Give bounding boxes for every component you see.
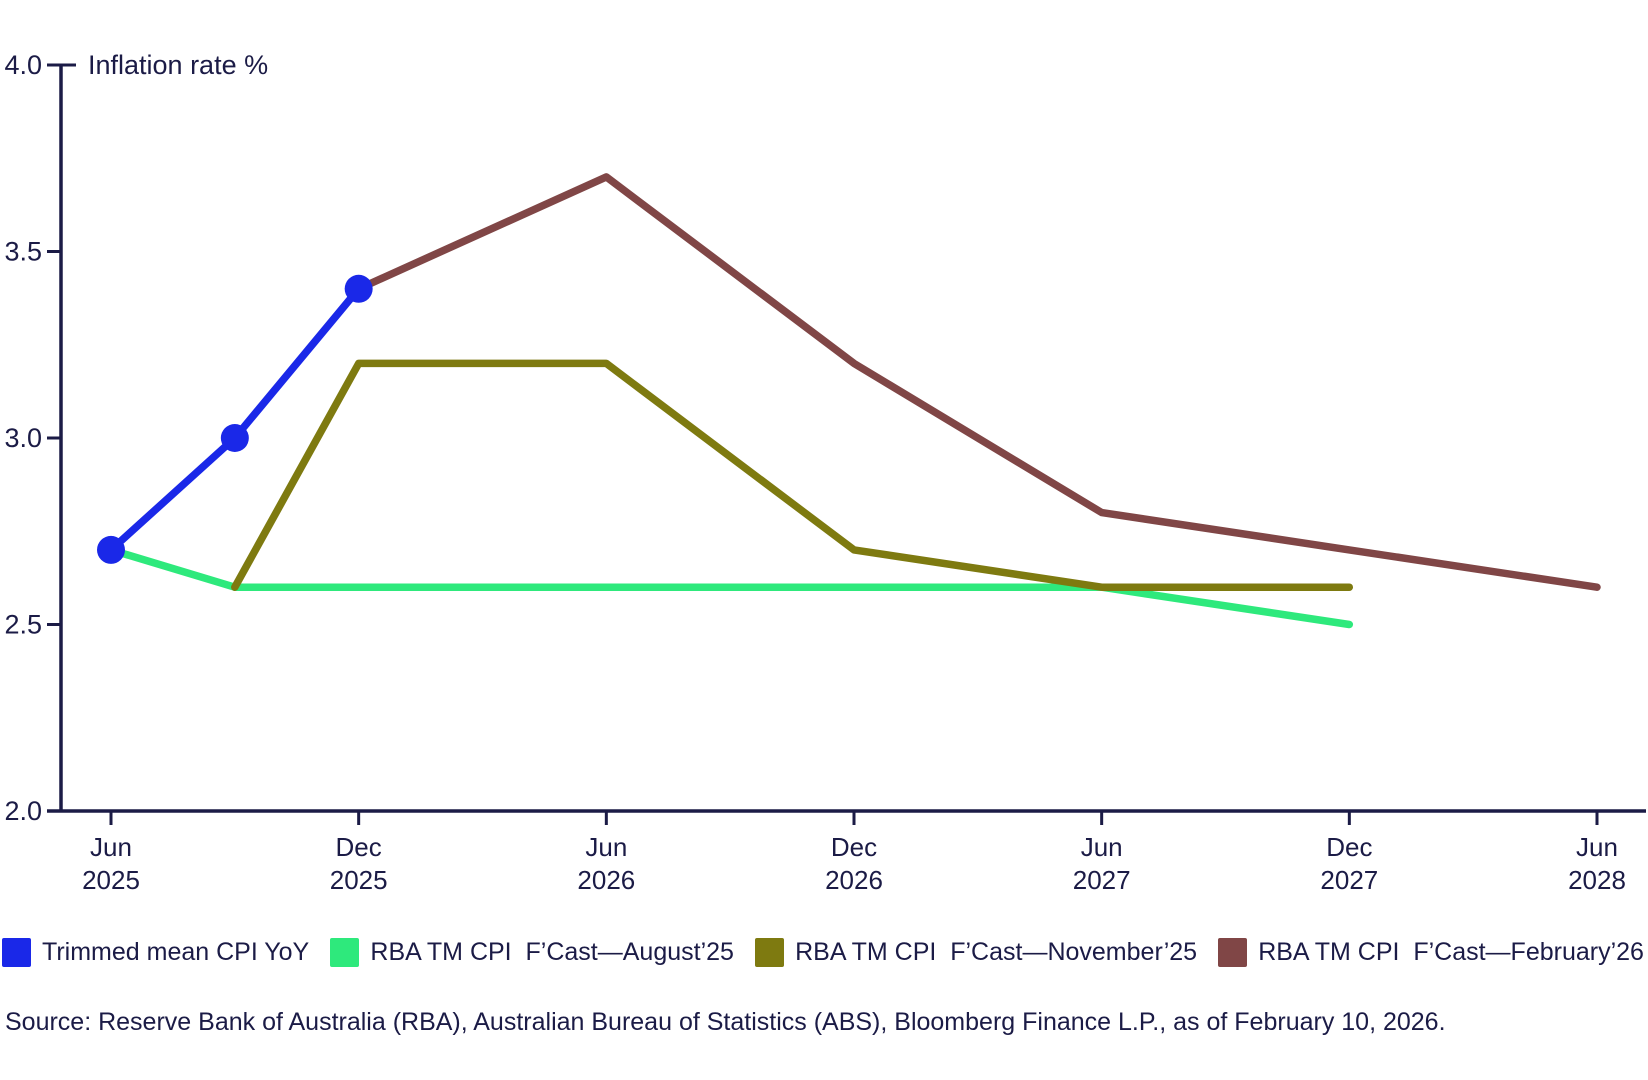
x-tick-month-label: Dec xyxy=(336,832,382,862)
legend-label: RBA TM CPI F’Cast—November’25 xyxy=(795,937,1198,966)
x-tick-year-label: 2025 xyxy=(82,865,140,895)
legend-swatch xyxy=(1218,937,1248,967)
x-tick-year-label: 2025 xyxy=(330,865,388,895)
legend-label: RBA TM CPI F’Cast—February’26 xyxy=(1258,937,1644,966)
legend-swatch xyxy=(755,937,785,967)
data-point-marker xyxy=(97,535,125,564)
y-tick-label: 2.0 xyxy=(4,796,42,826)
series-line-1 xyxy=(231,359,1354,591)
line-chart-canvas: 2.02.53.03.54.0 Inflation rate %Jun2025De… xyxy=(4,50,1646,895)
x-tick-year-label: 2027 xyxy=(1320,865,1378,895)
x-tick-month-label: Jun xyxy=(90,832,132,862)
legend-item: Trimmed mean CPI YoY xyxy=(2,936,309,968)
x-tick-year-label: 2027 xyxy=(1073,865,1131,895)
y-tick-label: 4.0 xyxy=(4,50,42,80)
chart-legend: Trimmed mean CPI YoY RBA TM CPI F’Cast—Au… xyxy=(2,936,1644,968)
legend-swatch xyxy=(330,937,360,967)
legend-item: RBA TM CPI F’Cast—February’26 xyxy=(1218,936,1644,968)
x-tick-month-label: Dec xyxy=(831,832,877,862)
x-tick-year-label: 2026 xyxy=(825,865,883,895)
y-axis-title: Inflation rate % xyxy=(88,50,268,80)
y-tick-label: 2.5 xyxy=(4,610,42,640)
data-point-marker xyxy=(344,274,373,303)
y-tick-label: 3.5 xyxy=(4,237,42,267)
legend-swatch xyxy=(2,937,31,967)
source-note: Source: Reserve Bank of Australia (RBA),… xyxy=(5,1008,1446,1036)
x-tick-year-label: 2026 xyxy=(577,865,635,895)
x-tick-year-label: 2028 xyxy=(1568,865,1626,895)
x-tick-month-label: Jun xyxy=(585,832,627,862)
legend-item: RBA TM CPI F’Cast—August’25 xyxy=(330,936,734,968)
legend-label: RBA TM CPI F’Cast—August’25 xyxy=(370,937,734,966)
y-tick-label: 3.0 xyxy=(4,423,42,453)
legend-label: Trimmed mean CPI YoY xyxy=(42,937,310,966)
x-tick-month-label: Jun xyxy=(1081,832,1123,862)
data-point-marker xyxy=(220,424,249,452)
x-tick-month-label: Jun xyxy=(1576,832,1618,862)
series-line-3 xyxy=(107,285,363,554)
x-tick-month-label: Dec xyxy=(1326,832,1372,862)
series-line-2 xyxy=(354,173,1601,591)
legend-item: RBA TM CPI F’Cast—November’25 xyxy=(755,936,1197,968)
